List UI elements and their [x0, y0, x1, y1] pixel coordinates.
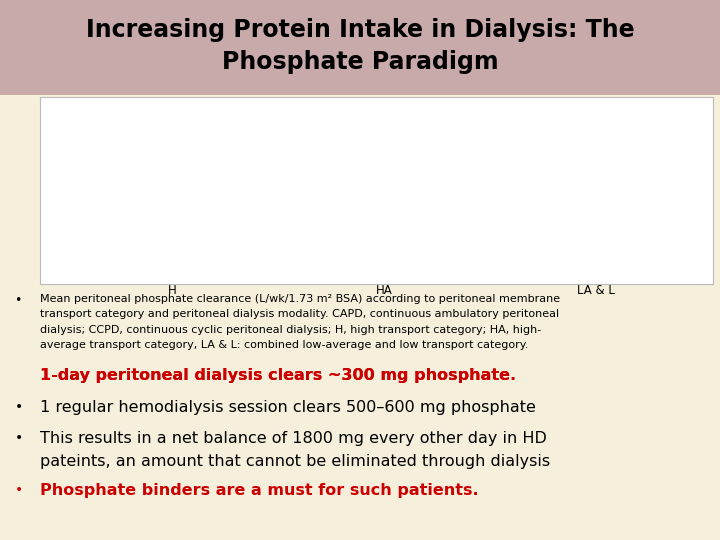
Text: pateints, an amount that cannot be eliminated through dialysis: pateints, an amount that cannot be elimi…	[40, 454, 550, 469]
Text: This results in a net balance of 1800 mg every other day in HD: This results in a net balance of 1800 mg…	[40, 431, 546, 446]
Text: LA & L: LA & L	[577, 284, 615, 297]
Bar	[523, 176, 590, 262]
Text: •: •	[14, 483, 22, 497]
Bar	[602, 192, 668, 262]
Text: H: H	[168, 284, 177, 297]
Text: 1-day peritoneal dialysis clears ~300 mg phosphate.: 1-day peritoneal dialysis clears ~300 mg…	[40, 368, 516, 383]
Text: 42.4: 42.4	[331, 147, 359, 158]
Text: Increasing Protein Intake in Dialysis: The: Increasing Protein Intake in Dialysis: T…	[86, 18, 634, 42]
Text: transport category and peritoneal dialysis modality. CAPD, continuous ambulatory: transport category and peritoneal dialys…	[40, 309, 559, 320]
Text: HA: HA	[376, 284, 392, 297]
Text: 36.4: 36.4	[410, 162, 437, 172]
Text: 49.5: 49.5	[120, 130, 147, 140]
Bar	[390, 173, 456, 262]
Text: 1 regular hemodialysis session clears 500–600 mg phosphate: 1 regular hemodialysis session clears 50…	[40, 400, 536, 415]
Text: 35.6: 35.6	[543, 164, 570, 174]
Text: •: •	[14, 431, 22, 445]
Text: Phosphate Paradigm: Phosphate Paradigm	[222, 50, 498, 74]
Text: average transport category, LA & L: combined low-average and low transport categ: average transport category, LA & L: comb…	[40, 340, 528, 350]
Bar	[100, 141, 167, 262]
Bar	[312, 159, 379, 262]
Text: •: •	[14, 400, 22, 414]
Text: •: •	[14, 294, 22, 307]
Bar	[179, 141, 245, 262]
Text: Mean peritoneal phosphate clearance (L/wk/1.73 m² BSA) according to peritoneal m: Mean peritoneal phosphate clearance (L/w…	[40, 294, 559, 305]
Text: Phosphate binders are a must for such patients.: Phosphate binders are a must for such pa…	[40, 483, 478, 498]
Text: 28.9: 28.9	[621, 180, 649, 191]
Text: 49.7: 49.7	[198, 130, 225, 140]
Y-axis label: Peritoneal Phosphate Clearance: Peritoneal Phosphate Clearance	[51, 111, 61, 267]
Text: 1-day peritoneal dialysis clears ~300 mg phosphate: 1-day peritoneal dialysis clears ~300 mg…	[40, 368, 510, 383]
Text: dialysis; CCPD, continuous cyclic peritoneal dialysis; H, high transport categor: dialysis; CCPD, continuous cyclic perito…	[40, 325, 541, 335]
